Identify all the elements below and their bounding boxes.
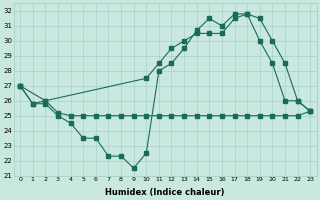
X-axis label: Humidex (Indice chaleur): Humidex (Indice chaleur) bbox=[106, 188, 225, 197]
